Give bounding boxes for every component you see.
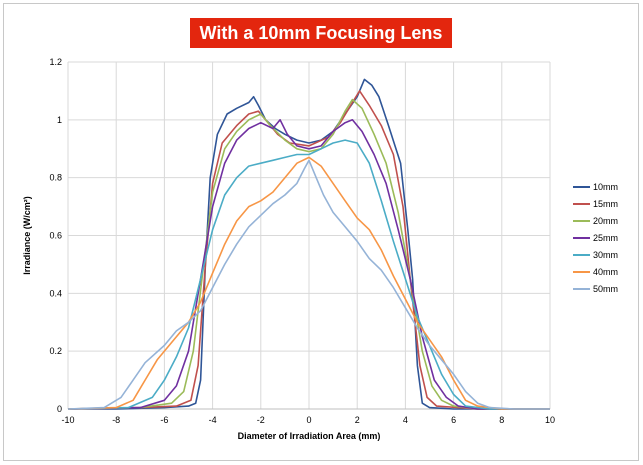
y-tick-label: 1.2 bbox=[49, 57, 62, 67]
y-tick-label: 0.6 bbox=[49, 231, 62, 241]
y-tick-label: 0 bbox=[57, 404, 62, 414]
x-tick-label: 8 bbox=[499, 415, 504, 425]
legend-label-40mm: 40mm bbox=[593, 267, 618, 277]
y-tick-label: 0.4 bbox=[49, 288, 62, 298]
x-tick-label: 6 bbox=[451, 415, 456, 425]
y-tick-label: 0.2 bbox=[49, 346, 62, 356]
legend-label-50mm: 50mm bbox=[593, 284, 618, 294]
y-tick-label: 0.8 bbox=[49, 173, 62, 183]
series-line-50mm bbox=[67, 159, 550, 410]
x-tick-label: -2 bbox=[257, 415, 265, 425]
x-tick-label: 4 bbox=[403, 415, 408, 425]
grid-lines bbox=[67, 61, 551, 410]
series-line-20mm bbox=[67, 98, 550, 410]
x-tick-label: -8 bbox=[112, 415, 120, 425]
x-tick-label: -10 bbox=[61, 415, 74, 425]
y-tick-label: 1 bbox=[57, 115, 62, 125]
series-layer bbox=[67, 78, 550, 410]
x-tick-label: -6 bbox=[160, 415, 168, 425]
legend-label-30mm: 30mm bbox=[593, 250, 618, 260]
legend-label-15mm: 15mm bbox=[593, 199, 618, 209]
x-tick-label: 0 bbox=[306, 415, 311, 425]
chart-frame bbox=[3, 3, 639, 461]
x-tick-label: 2 bbox=[355, 415, 360, 425]
legend: 10mm 15mm 20mm 25mm 30mm 40mm 50mm bbox=[573, 182, 618, 294]
legend-label-10mm: 10mm bbox=[593, 182, 618, 192]
legend-label-25mm: 25mm bbox=[593, 233, 618, 243]
y-tick-labels: 0 0.2 0.4 0.6 0.8 1 1.2 bbox=[49, 57, 62, 414]
x-axis-label: Diameter of Irradiation Area (mm) bbox=[238, 431, 381, 441]
chart-title: With a 10mm Focusing Lens bbox=[190, 18, 452, 48]
x-tick-label: -4 bbox=[209, 415, 217, 425]
x-tick-label: 10 bbox=[545, 415, 555, 425]
legend-label-20mm: 20mm bbox=[593, 216, 618, 226]
y-axis-label: Irradiance (W/cm²) bbox=[22, 196, 32, 275]
x-tick-labels: -10 -8 -6 -4 -2 0 2 4 6 8 10 bbox=[61, 415, 555, 425]
series-line-40mm bbox=[67, 156, 550, 410]
